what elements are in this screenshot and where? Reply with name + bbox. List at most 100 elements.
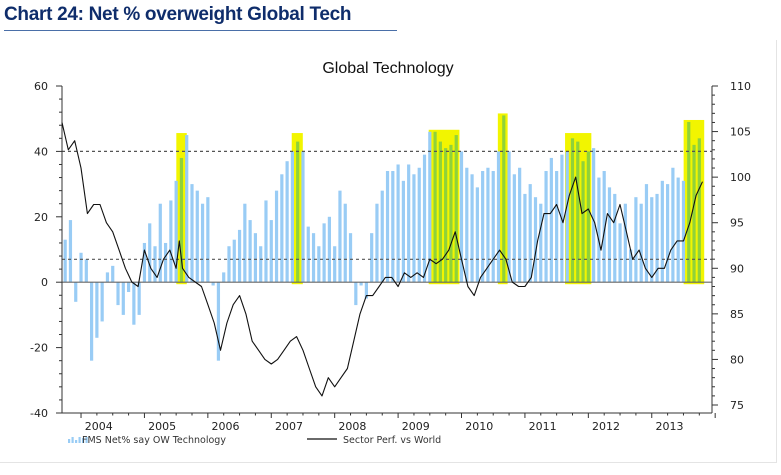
bar	[264, 200, 268, 283]
reference-lines	[62, 150, 712, 283]
left-tick-label: 20	[34, 211, 48, 224]
bar	[660, 180, 664, 283]
bar	[206, 197, 210, 283]
legend-swatch-bar	[75, 440, 78, 443]
x-tick-label: 2006	[212, 420, 240, 433]
legend-label-bars: FMS Net% say OW Technology	[82, 435, 226, 446]
bar	[306, 226, 310, 283]
bar	[666, 184, 670, 283]
bar	[496, 151, 501, 283]
bar	[232, 239, 236, 283]
x-tick-label: 2004	[85, 420, 113, 433]
bar	[391, 171, 395, 283]
bar	[523, 193, 527, 283]
legend-swatch-bar	[71, 437, 74, 443]
right-tick-label: 95	[730, 217, 744, 230]
bar	[290, 151, 295, 283]
bar	[158, 203, 162, 283]
right-tick-label: 90	[730, 262, 744, 275]
header-underline	[4, 30, 397, 31]
bar	[528, 184, 532, 283]
bar	[470, 174, 474, 283]
bar	[322, 223, 326, 283]
bar	[581, 161, 585, 283]
bar	[269, 220, 273, 283]
bar	[676, 177, 680, 283]
bar	[433, 131, 437, 283]
bar	[639, 203, 643, 283]
bar	[237, 229, 242, 283]
bar	[348, 233, 353, 283]
bar	[597, 177, 601, 283]
bar	[126, 282, 131, 293]
bar	[502, 115, 506, 283]
bar	[586, 151, 590, 283]
chart-title: Global Technology	[322, 60, 453, 77]
bar	[259, 246, 263, 283]
bar	[142, 242, 147, 283]
bar	[380, 190, 384, 283]
bar	[243, 203, 247, 283]
bar	[74, 282, 78, 302]
bar	[137, 282, 141, 315]
bar	[343, 203, 347, 283]
bar	[185, 135, 189, 283]
bar	[163, 242, 168, 283]
bar	[222, 272, 226, 283]
bar	[354, 282, 358, 306]
bar	[697, 138, 701, 283]
bar	[444, 148, 448, 283]
bar	[618, 223, 622, 283]
bar	[63, 239, 67, 283]
left-tick-label: 0	[41, 276, 48, 289]
bar	[507, 151, 511, 283]
x-tick-label: 2005	[148, 420, 176, 433]
bar	[227, 246, 231, 283]
bar	[327, 216, 331, 283]
left-tick-label: 40	[34, 145, 48, 158]
right-tick-label: 110	[730, 80, 751, 93]
x-tick-label: 2007	[275, 420, 303, 433]
right-tick-label: 75	[730, 399, 744, 412]
bar	[570, 138, 575, 283]
bar	[634, 197, 638, 283]
bar	[116, 282, 120, 306]
bar	[465, 167, 469, 283]
x-tick-label: 2009	[402, 420, 430, 433]
x-tick-label: 2012	[592, 420, 620, 433]
chart-frame	[0, 40, 777, 463]
axes: -40 -20 0 20 40 60 75 80 85 90 95 100 105 110 2004 2005…	[30, 80, 751, 433]
bar	[412, 174, 416, 283]
bar	[644, 184, 649, 283]
bar	[671, 167, 675, 283]
left-tick-label: 60	[34, 80, 48, 93]
bar	[681, 180, 686, 283]
bar	[190, 184, 194, 283]
bar	[602, 171, 606, 283]
bar	[274, 190, 279, 283]
bar	[121, 282, 125, 315]
bar	[422, 154, 427, 283]
bar	[153, 246, 157, 283]
line-series	[61, 122, 703, 397]
bar	[179, 157, 184, 283]
x-tick-label: 2013	[655, 420, 683, 433]
bar	[132, 282, 136, 325]
bar	[216, 282, 221, 361]
bar	[555, 171, 559, 283]
bar	[301, 151, 305, 283]
x-tick-label: 2011	[529, 420, 557, 433]
bar	[89, 282, 94, 361]
bar	[195, 190, 199, 283]
bar	[211, 282, 215, 286]
bar	[248, 220, 252, 283]
legend-label-line: Sector Perf. vs World	[343, 435, 441, 446]
bar	[79, 252, 83, 283]
bar	[105, 272, 110, 283]
bar	[607, 187, 612, 283]
bar	[655, 193, 659, 283]
legend-swatch-bars	[68, 437, 88, 443]
bar	[549, 157, 553, 283]
bar	[512, 174, 516, 283]
right-tick-label: 105	[730, 126, 751, 139]
